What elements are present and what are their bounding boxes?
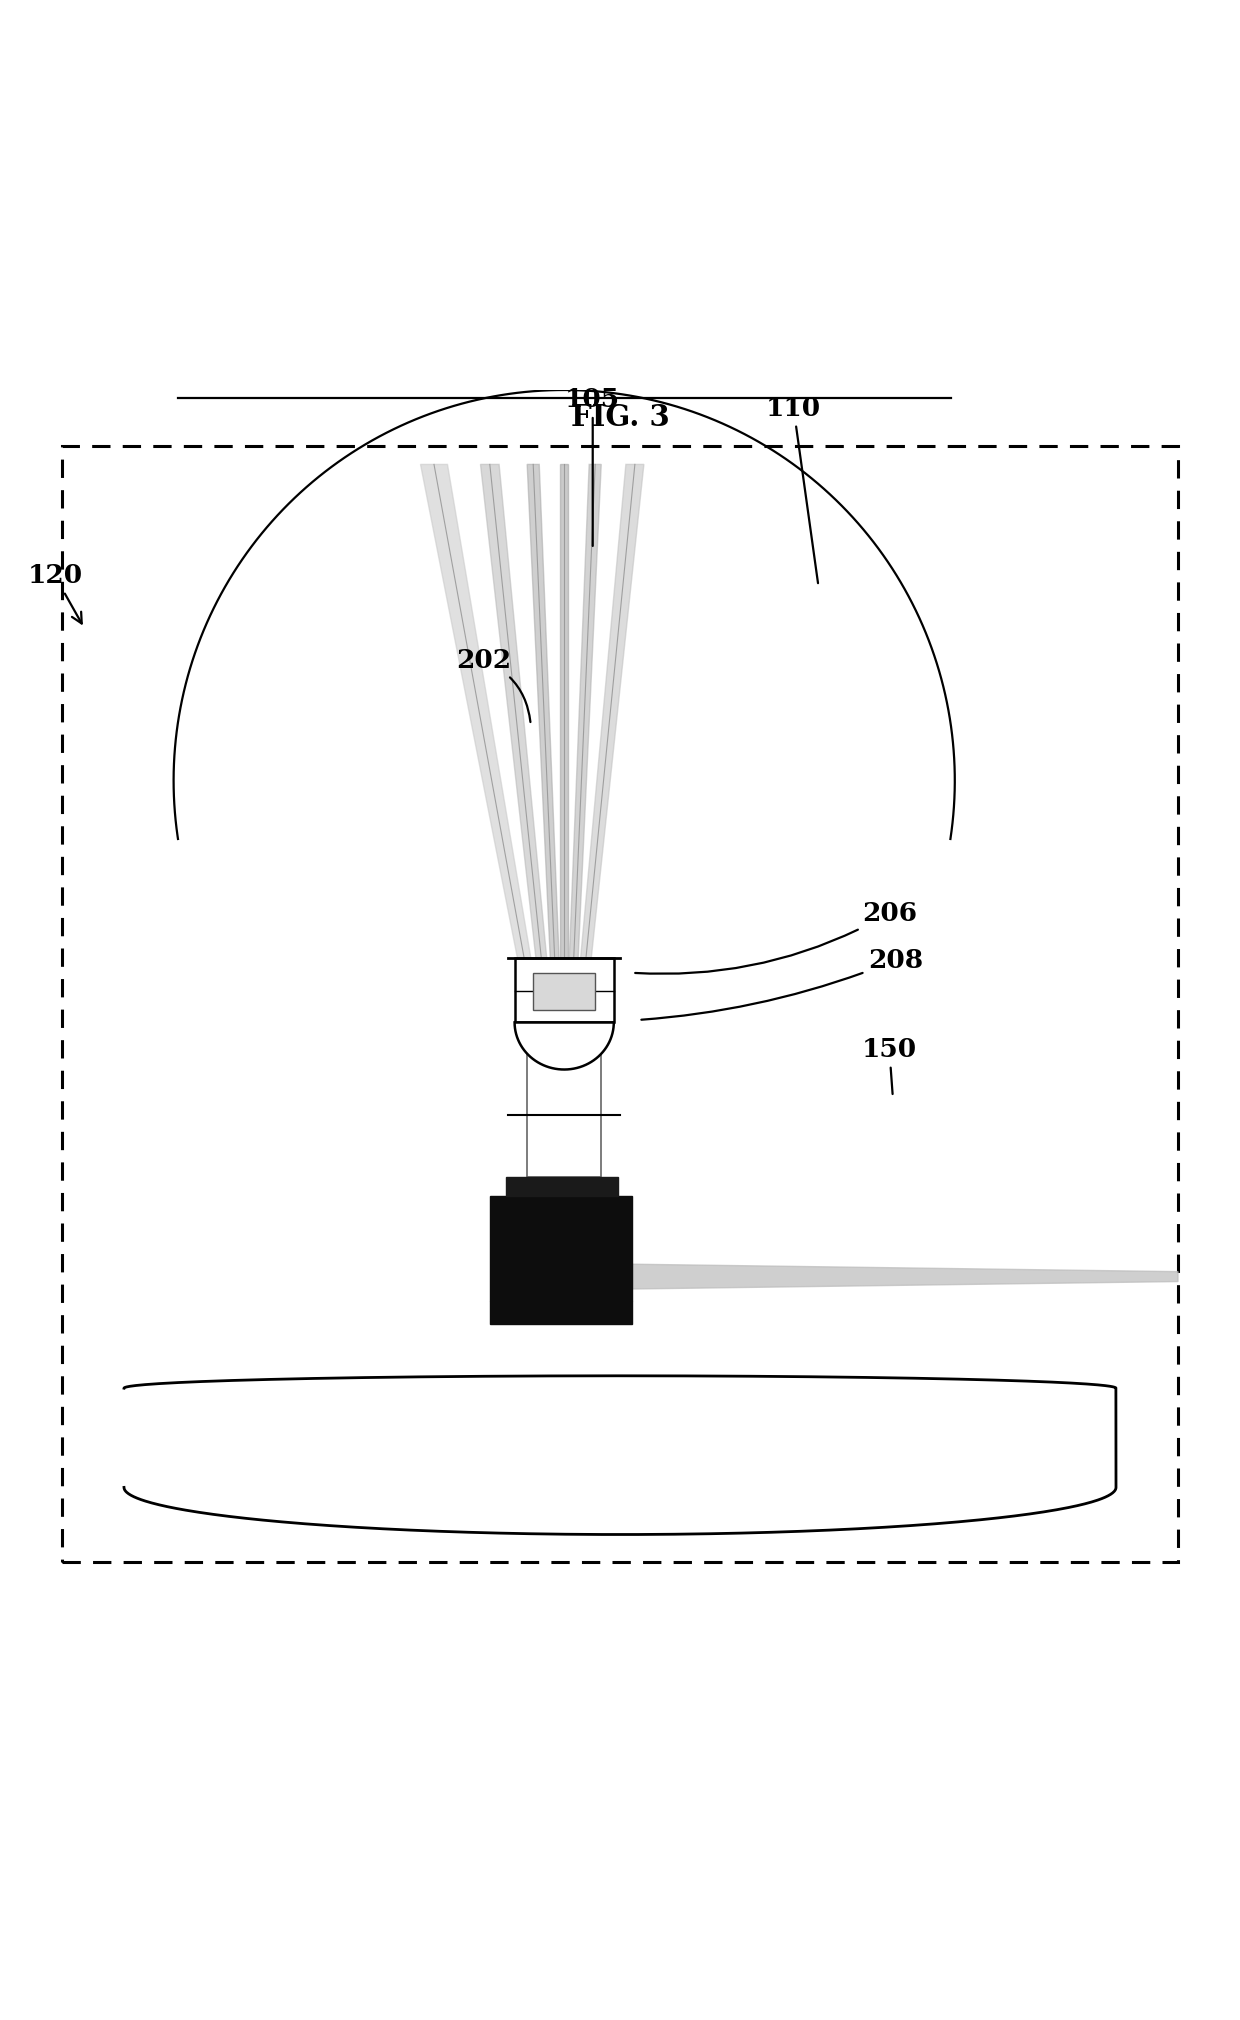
Text: 206: 206 (635, 901, 916, 974)
Bar (515, 957, 614, 1022)
Polygon shape (560, 465, 601, 1178)
Polygon shape (632, 1265, 1178, 1289)
Text: FIG. 3: FIG. 3 (570, 402, 670, 432)
Text: 150: 150 (862, 1036, 916, 1095)
Bar (506, 1178, 618, 1196)
Polygon shape (515, 1022, 614, 1069)
Polygon shape (490, 1301, 632, 1323)
Polygon shape (527, 465, 568, 1178)
Text: 110: 110 (766, 396, 821, 584)
Bar (490, 1196, 632, 1301)
Text: 105: 105 (565, 388, 620, 545)
Bar (527, 1022, 601, 1178)
Bar (533, 974, 595, 1010)
Text: 120: 120 (27, 564, 82, 624)
Text: 208: 208 (641, 947, 923, 1020)
Polygon shape (124, 1376, 1116, 1535)
Polygon shape (560, 465, 568, 1178)
Text: 202: 202 (456, 648, 531, 721)
Polygon shape (481, 465, 568, 1178)
Bar (62, 446, 1178, 1561)
Polygon shape (420, 465, 568, 1178)
Polygon shape (560, 465, 644, 1178)
